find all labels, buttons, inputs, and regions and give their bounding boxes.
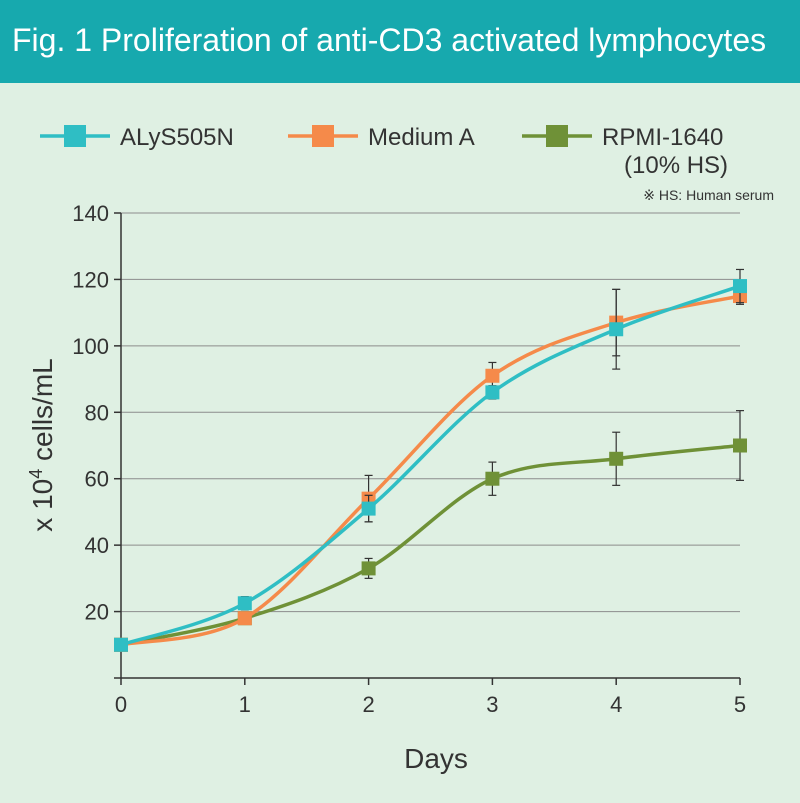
x-axis-label: Days <box>404 743 468 774</box>
x-tick-label-1: 1 <box>239 692 251 717</box>
data-point-alys505n-5 <box>733 279 747 294</box>
series-line-medium-a <box>120 294 741 647</box>
footnote-hs: ※ HS: Human serum <box>643 187 774 203</box>
series-medium-a <box>114 287 747 652</box>
data-point-rpmi-1640-2 <box>361 561 376 576</box>
legend-marker-rpmi-1640 <box>546 125 568 147</box>
data-point-alys505n-4 <box>609 322 624 337</box>
y-axis-label-suffix: cells/mL <box>27 358 58 468</box>
data-point-alys505n-3 <box>485 385 500 400</box>
y-axis-label: x 104 cells/mL <box>26 358 58 531</box>
legend-marker-alys505n <box>64 125 86 147</box>
legend-marker-medium-a <box>312 125 334 147</box>
data-point-medium-a-1 <box>237 611 252 626</box>
y-axis-label-prefix: x 10 <box>27 479 58 532</box>
y-axis-label-exponent: 4 <box>26 469 46 479</box>
legend: ALyS505N Medium A RPMI-1640(10% HS) <box>40 124 728 179</box>
data-point-alys505n-1 <box>237 596 252 611</box>
series-line-alys505n <box>120 284 741 647</box>
data-point-rpmi-1640-3 <box>485 471 500 486</box>
legend-label-rpmi-1640: RPMI-1640 <box>602 124 723 151</box>
y-tick-label-120: 120 <box>72 267 109 292</box>
axes <box>114 212 741 685</box>
x-tick-label-5: 5 <box>734 692 746 717</box>
title-banner: Fig. 1 Proliferation of anti-CD3 activat… <box>0 0 800 83</box>
x-tick-label-3: 3 <box>486 692 498 717</box>
y-tick-label-20: 20 <box>85 600 109 625</box>
data-point-alys505n-2 <box>361 501 376 516</box>
legend-label-line2-rpmi-1640: (10% HS) <box>624 152 728 179</box>
y-tick-label-80: 80 <box>85 400 109 425</box>
x-tick-label-0: 0 <box>115 692 127 717</box>
y-tick-label-60: 60 <box>85 467 109 492</box>
legend-item-alys505n: ALyS505N <box>40 124 234 151</box>
y-tick-label-100: 100 <box>72 334 109 359</box>
legend-label-alys505n: ALyS505N <box>120 124 234 151</box>
y-tick-label-40: 40 <box>85 533 109 558</box>
series-group <box>114 268 747 652</box>
x-tick-label-4: 4 <box>610 692 622 717</box>
y-tick-label-140: 140 <box>72 201 109 226</box>
legend-label-medium-a: Medium A <box>368 124 475 151</box>
data-point-rpmi-1640-4 <box>609 451 624 466</box>
series-alys505n <box>114 268 747 652</box>
data-point-medium-a-3 <box>485 368 500 383</box>
x-tick-label-2: 2 <box>362 692 374 717</box>
data-point-rpmi-1640-5 <box>733 438 747 453</box>
tick-labels: 20 40 60 80 100 120 140 0 1 2 3 4 5 <box>72 201 746 717</box>
chart-title: Fig. 1 Proliferation of anti-CD3 activat… <box>12 22 767 58</box>
gridlines <box>121 212 740 613</box>
legend-item-rpmi-1640: RPMI-1640(10% HS) <box>522 124 728 179</box>
series-line-rpmi-1640 <box>120 443 741 647</box>
data-point-alys505n-0 <box>114 637 128 652</box>
legend-item-medium-a: Medium A <box>288 124 475 151</box>
